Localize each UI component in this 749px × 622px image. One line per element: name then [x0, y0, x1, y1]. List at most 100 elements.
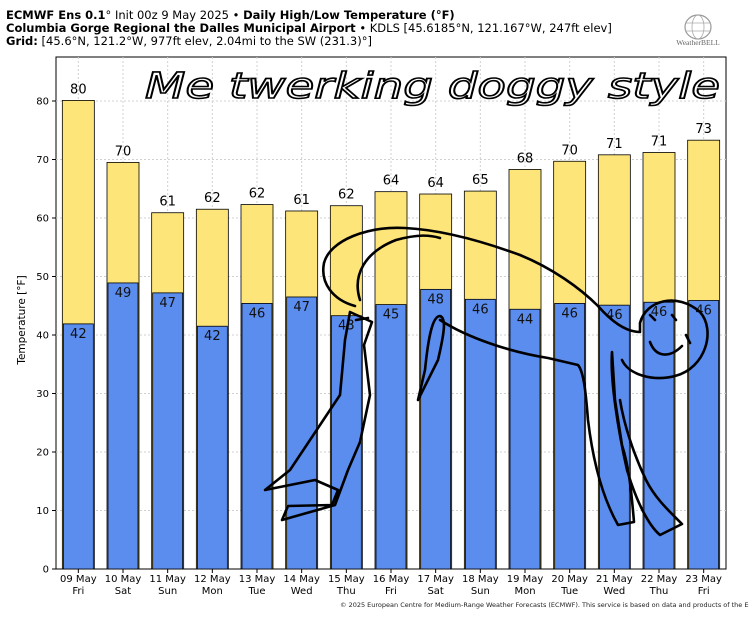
model-degree: ° — [105, 8, 112, 22]
low-value-label: 42 — [70, 327, 87, 342]
header-line-2: Columbia Gorge Regional the Dalles Munic… — [6, 22, 612, 35]
x-tick-date: 22 May — [641, 574, 678, 585]
high-value-label: 80 — [70, 82, 87, 97]
high-value-label: 62 — [249, 187, 266, 202]
handwritten-caption: Me twerking doggy style — [145, 66, 720, 107]
high-value-label: 65 — [472, 173, 489, 188]
low-value-label: 46 — [561, 306, 578, 321]
x-tick-day: Sun — [471, 586, 490, 597]
x-tick-day: Fri — [72, 586, 84, 597]
x-tick-day: Sat — [115, 586, 131, 597]
low-value-label: 49 — [115, 286, 132, 301]
y-tick-label: 60 — [36, 214, 49, 225]
handwritten-scribble — [263, 226, 709, 537]
x-tick-day: Wed — [291, 586, 313, 597]
x-tick-day: Wed — [603, 586, 625, 597]
low-bar — [196, 325, 228, 570]
y-tick-label: 50 — [36, 272, 49, 283]
x-tick-date: 12 May — [194, 574, 231, 585]
chart-title: Daily High/Low Temperature (°F) — [243, 8, 455, 22]
site-name: Columbia Gorge Regional the Dalles Munic… — [6, 21, 356, 35]
high-value-label: 70 — [561, 143, 578, 158]
high-value-label: 73 — [695, 122, 712, 137]
x-tick-day: Thu — [336, 586, 356, 597]
low-bar — [107, 282, 139, 570]
x-tick-day: Sun — [158, 586, 177, 597]
high-value-label: 61 — [293, 193, 310, 208]
header-separator-2: • — [359, 21, 367, 35]
high-value-label: 62 — [338, 188, 355, 203]
low-value-label: 46 — [651, 305, 668, 320]
low-bar — [241, 303, 273, 570]
chart-bars — [61, 100, 721, 570]
logo-text: WeatherBELL — [676, 38, 720, 47]
low-value-label: 45 — [383, 308, 400, 323]
x-tick-date: 23 May — [685, 574, 722, 585]
high-value-label: 62 — [204, 191, 221, 206]
x-tick-date: 09 May — [60, 574, 97, 585]
low-bar — [286, 296, 318, 570]
low-value-label: 42 — [204, 329, 221, 344]
low-bar — [688, 300, 720, 570]
x-tick-date: 11 May — [149, 574, 186, 585]
x-tick-day: Fri — [385, 586, 397, 597]
low-bar — [375, 304, 407, 570]
y-tick-label: 30 — [36, 389, 49, 400]
grid-info: [45.6°N, 121.2°W, 977ft elev, 2.04mi to … — [41, 34, 372, 48]
low-value-label: 46 — [249, 306, 266, 321]
scribble-body — [263, 310, 684, 537]
x-tick-date: 20 May — [551, 574, 588, 585]
high-value-label: 64 — [383, 174, 400, 189]
x-tick-day: Tue — [247, 586, 265, 597]
low-value-label: 46 — [695, 303, 712, 318]
x-tick-date: 15 May — [328, 574, 365, 585]
low-bar — [643, 301, 675, 570]
low-value-label: 44 — [517, 312, 534, 327]
x-tick-day: Sat — [427, 586, 443, 597]
station-info: KDLS [45.6185°N, 121.167°W, 247ft elev] — [369, 21, 612, 35]
high-value-label: 68 — [517, 151, 534, 166]
high-value-label: 70 — [115, 144, 132, 159]
y-axis-label: Temperature [°F] — [16, 275, 28, 365]
low-value-label: 47 — [159, 296, 176, 311]
header-separator: • — [232, 8, 240, 22]
high-value-label: 61 — [159, 195, 176, 210]
x-tick-day: Mon — [202, 586, 223, 597]
y-tick-label: 20 — [36, 448, 49, 459]
low-value-label: 48 — [427, 292, 444, 307]
copyright-credit: © 2025 European Centre for Medium-Range … — [340, 601, 749, 609]
x-tick-date: 21 May — [596, 574, 633, 585]
model-name: ECMWF Ens 0.1 — [6, 8, 106, 22]
y-tick-label: 0 — [43, 565, 49, 576]
x-tick-day: Tue — [560, 586, 578, 597]
low-bar — [152, 292, 184, 570]
low-bar — [509, 308, 541, 570]
header-line-1: ECMWF Ens 0.1° Init 00z 9 May 2025 • Dai… — [6, 9, 455, 22]
x-tick-date: 18 May — [462, 574, 499, 585]
x-tick-day: Thu — [649, 586, 669, 597]
x-tick-day: Mon — [514, 586, 535, 597]
low-value-label: 46 — [472, 302, 489, 317]
high-value-label: 71 — [606, 137, 623, 152]
scribble-head — [321, 226, 709, 380]
low-bar — [62, 323, 94, 570]
x-tick-date: 17 May — [417, 574, 454, 585]
init-time: Init 00z 9 May 2025 — [114, 8, 229, 22]
weatherbell-globe-logo-icon: WeatherBELL — [676, 14, 720, 47]
high-value-label: 71 — [651, 134, 668, 149]
low-bar — [598, 304, 630, 570]
x-tick-date: 10 May — [105, 574, 142, 585]
low-value-label: 47 — [293, 300, 310, 315]
high-value-label: 64 — [427, 176, 444, 191]
weatherbell-logo: WeatherBELL — [662, 12, 734, 48]
y-tick-label: 70 — [36, 155, 49, 166]
y-tick-label: 40 — [36, 331, 49, 342]
low-bar — [330, 315, 362, 570]
header-line-3: Grid: [45.6°N, 121.2°W, 977ft elev, 2.04… — [6, 35, 372, 48]
x-tick-date: 16 May — [373, 574, 410, 585]
x-tick-date: 19 May — [507, 574, 544, 585]
grid-label: Grid: — [6, 34, 38, 48]
x-tick-day: Fri — [698, 586, 710, 597]
